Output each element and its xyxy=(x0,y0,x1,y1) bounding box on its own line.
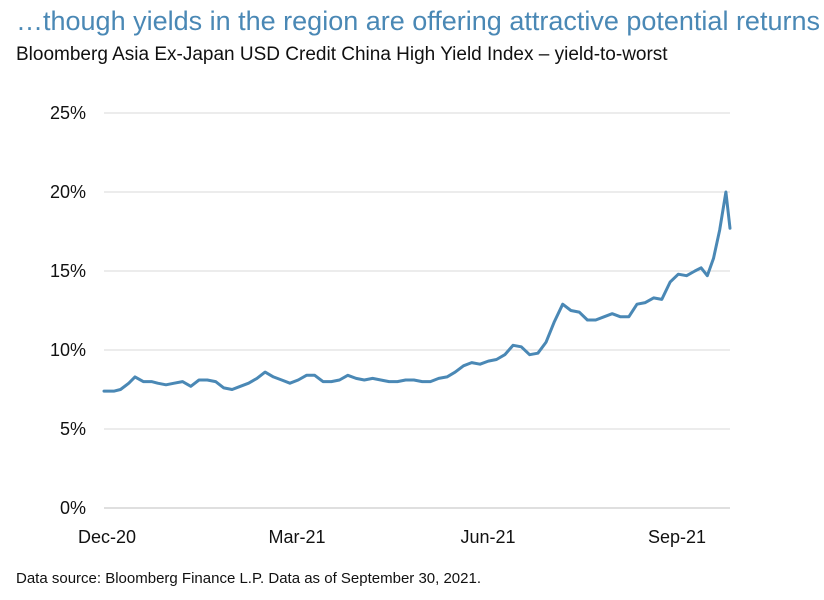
y-tick-label: 0% xyxy=(60,498,86,518)
y-axis-ticks: 0% 5% 10% 15% 20% 25% xyxy=(50,103,86,518)
x-tick-label: Dec-20 xyxy=(78,527,136,547)
x-tick-label: Jun-21 xyxy=(460,527,515,547)
grid-lines xyxy=(104,112,730,509)
y-tick-label: 5% xyxy=(60,419,86,439)
y-tick-label: 15% xyxy=(50,261,86,281)
y-tick-label: 10% xyxy=(50,340,86,360)
x-tick-label: Sep-21 xyxy=(648,527,706,547)
y-tick-label: 20% xyxy=(50,182,86,202)
y-tick-label: 25% xyxy=(50,103,86,123)
series-line-yield-to-worst xyxy=(102,190,732,393)
x-axis-ticks: Dec-20 Mar-21 Jun-21 Sep-21 xyxy=(78,527,706,547)
chart-title: …though yields in the region are offerin… xyxy=(16,6,820,36)
x-tick-label: Mar-21 xyxy=(268,527,325,547)
data-source-note: Data source: Bloomberg Finance L.P. Data… xyxy=(16,570,481,587)
chart-subtitle: Bloomberg Asia Ex-Japan USD Credit China… xyxy=(16,44,668,65)
